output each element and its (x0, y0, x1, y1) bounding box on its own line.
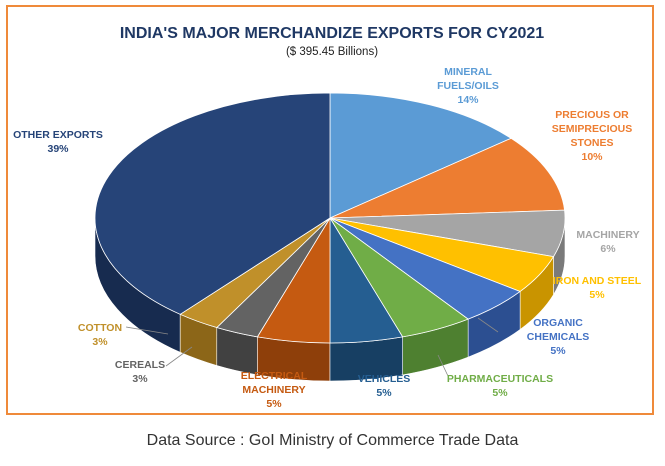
pie-slices (94, 92, 566, 344)
slice-label-0: MINERAL FUELS/OILS 14% (437, 66, 499, 106)
slice-label-9: COTTON 3% (78, 322, 122, 348)
slice-name-line: MINERAL (444, 66, 492, 78)
slice-percent: 3% (92, 336, 108, 348)
leader-line-5 (437, 354, 449, 377)
slice-name-line: MACHINERY (242, 384, 305, 396)
slice-percent: 5% (376, 387, 392, 399)
slice-label-1: PRECIOUS OR SEMIPRECIOUS STONES 10% (552, 109, 633, 163)
slice-name-line: PRECIOUS OR (555, 109, 629, 121)
slice-percent: 5% (492, 387, 508, 399)
pie-slice-1 (329, 137, 565, 219)
slice-label-4: ORGANIC CHEMICALS 5% (527, 317, 589, 357)
slice-name-line: STONES (571, 137, 614, 149)
slice-percent: 39% (47, 143, 69, 155)
slice-label-6: VEHICLES 5% (358, 373, 411, 399)
slice-name-line: COTTON (78, 322, 122, 334)
leader-lines (125, 317, 499, 377)
slice-name-line: MACHINERY (576, 229, 639, 241)
slice-percent: 5% (266, 398, 282, 410)
slice-percent: 6% (600, 243, 616, 255)
leader-line-9 (125, 326, 169, 335)
pie-sides (94, 217, 566, 382)
slice-percent: 5% (589, 289, 605, 301)
slice-name-line: ELECTRICAL (241, 370, 308, 382)
chart-subtitle: ($ 395.45 Billions) (286, 46, 378, 58)
pie-slice-0 (329, 92, 512, 219)
slice-percent: 14% (457, 94, 479, 106)
slice-name-line: CHEMICALS (527, 331, 589, 343)
slice-percent: 10% (581, 151, 603, 163)
slice-name-line: FUELS/OILS (437, 80, 499, 92)
leader-line-8 (165, 346, 193, 367)
slice-label-3: IRON AND STEEL 5% (553, 275, 642, 301)
slice-percent: 3% (132, 373, 148, 385)
slice-name-line: ORGANIC (533, 317, 583, 329)
pie-slice-10 (94, 92, 331, 315)
leader-line-4 (477, 317, 499, 333)
slice-label-5: PHARMACEUTICALS 5% (447, 373, 553, 399)
slice-label-8: CEREALS 3% (115, 359, 165, 385)
data-source: Data Source : GoI Ministry of Commerce T… (146, 432, 519, 449)
slice-percent: 5% (550, 345, 566, 357)
slice-labels: MINERAL FUELS/OILS 14% PRECIOUS OR SEMIPRECI… (13, 66, 642, 410)
chart-title: INDIA'S MAJOR MERCHANDIZE EXPORTS FOR CY… (120, 25, 544, 42)
slice-name-line: SEMIPRECIOUS (552, 123, 633, 135)
slice-label-7: ELECTRICAL MACHINERY 5% (241, 370, 308, 410)
slice-label-2: MACHINERY 6% (576, 229, 639, 255)
slice-name-line: VEHICLES (358, 373, 411, 385)
slice-name-line: IRON AND STEEL (553, 275, 642, 287)
slice-name-line: PHARMACEUTICALS (447, 373, 553, 385)
slice-name-line: OTHER EXPORTS (13, 129, 103, 141)
slice-name-line: CEREALS (115, 359, 165, 371)
slice-label-10: OTHER EXPORTS 39% (13, 129, 103, 155)
